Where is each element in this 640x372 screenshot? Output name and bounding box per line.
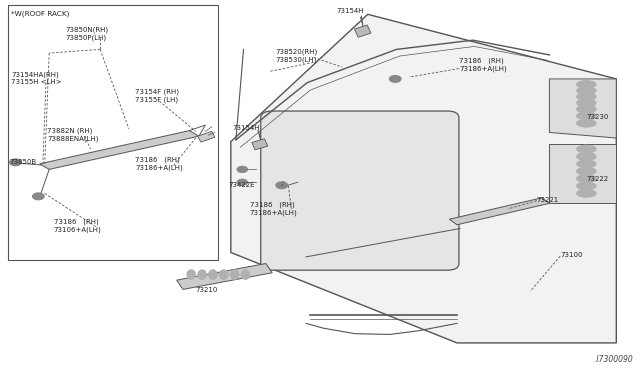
Text: 73422E: 73422E [228, 182, 255, 188]
Text: *W(ROOF RACK): *W(ROOF RACK) [11, 11, 69, 17]
Polygon shape [231, 14, 616, 343]
Ellipse shape [241, 270, 250, 279]
Polygon shape [549, 79, 616, 138]
Text: 73154F (RH)
73155F (LH): 73154F (RH) 73155F (LH) [135, 88, 179, 103]
Polygon shape [252, 139, 268, 150]
Polygon shape [449, 198, 549, 225]
Ellipse shape [577, 153, 596, 160]
Ellipse shape [577, 167, 596, 175]
Text: .I7300090: .I7300090 [595, 355, 634, 364]
Ellipse shape [187, 270, 195, 279]
Text: 73230: 73230 [586, 113, 609, 119]
Text: 73186   (RH)
73186+A(LH): 73186 (RH) 73186+A(LH) [250, 202, 298, 216]
Text: 73186   (RH)
73186+A(LH): 73186 (RH) 73186+A(LH) [459, 58, 507, 72]
Polygon shape [549, 144, 616, 203]
Text: 73186   (RH)
73106+A(LH): 73186 (RH) 73106+A(LH) [54, 218, 101, 233]
Text: 73210: 73210 [196, 287, 218, 293]
Polygon shape [198, 131, 215, 142]
Text: 73154H: 73154H [232, 125, 260, 131]
Text: 73154HA(RH)
73155H <LH>: 73154HA(RH) 73155H <LH> [11, 71, 61, 85]
Text: 73100: 73100 [561, 253, 584, 259]
Ellipse shape [577, 182, 596, 190]
Ellipse shape [577, 145, 596, 153]
Ellipse shape [577, 160, 596, 167]
Circle shape [33, 193, 44, 200]
FancyBboxPatch shape [8, 5, 218, 260]
Text: 73850B: 73850B [9, 159, 36, 165]
Text: 73221: 73221 [537, 197, 559, 203]
Ellipse shape [577, 81, 596, 88]
Text: 738520(RH)
738530(LH): 738520(RH) 738530(LH) [275, 49, 317, 63]
Ellipse shape [577, 112, 596, 119]
Polygon shape [40, 131, 199, 169]
Ellipse shape [577, 175, 596, 182]
Ellipse shape [198, 270, 206, 279]
Ellipse shape [577, 119, 596, 127]
Text: 73154H: 73154H [337, 8, 364, 15]
Ellipse shape [577, 99, 596, 107]
Ellipse shape [577, 93, 596, 100]
Ellipse shape [209, 270, 217, 279]
Ellipse shape [577, 106, 596, 113]
Polygon shape [355, 25, 371, 37]
Ellipse shape [577, 87, 596, 94]
Text: 73882N (RH)
73888ENA(LH): 73882N (RH) 73888ENA(LH) [47, 128, 99, 142]
Text: 73222: 73222 [586, 176, 609, 182]
Circle shape [237, 166, 247, 172]
Ellipse shape [220, 270, 228, 279]
Circle shape [276, 182, 287, 189]
Circle shape [10, 159, 21, 166]
Text: 73186   (RH)
73186+A(LH): 73186 (RH) 73186+A(LH) [135, 157, 183, 171]
Circle shape [237, 179, 247, 185]
Circle shape [390, 76, 401, 82]
FancyBboxPatch shape [260, 111, 459, 270]
Polygon shape [177, 263, 272, 289]
Text: 73850N(RH)
73850P(LH): 73850N(RH) 73850P(LH) [65, 27, 108, 41]
Ellipse shape [230, 270, 239, 279]
Ellipse shape [577, 190, 596, 197]
